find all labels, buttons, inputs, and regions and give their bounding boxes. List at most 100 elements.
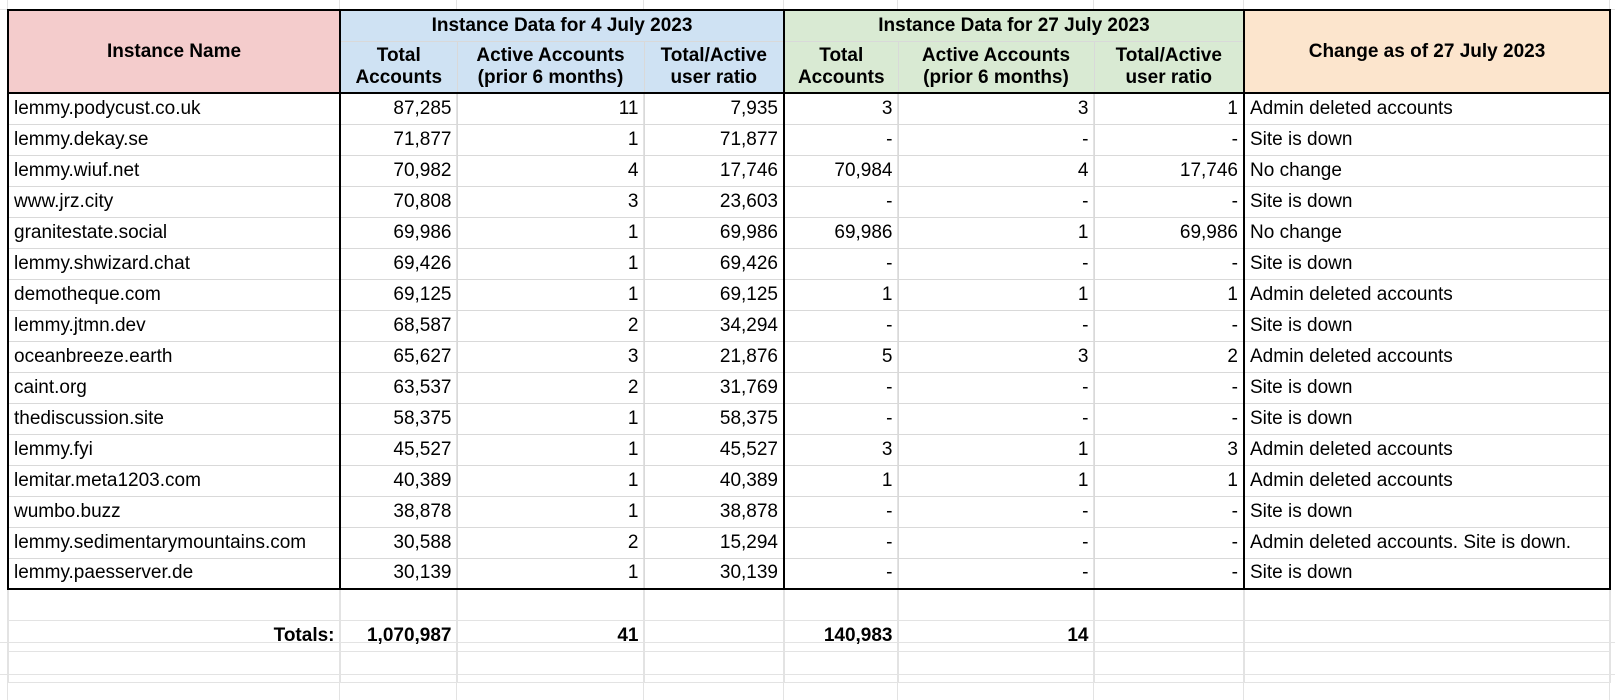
header-total-accounts-jul4[interactable]: Total Accounts [339, 40, 458, 94]
cell-total-accounts-jul4[interactable]: 69,125 [339, 278, 458, 311]
cell-active-accounts-jul27[interactable]: - [897, 123, 1095, 156]
cell-active-accounts-jul27[interactable]: 4 [897, 154, 1095, 187]
cell-change[interactable]: Site is down [1243, 247, 1611, 280]
cell-total-accounts-jul4[interactable]: 63,537 [339, 371, 458, 404]
cell-instance-name[interactable]: lemmy.paesserver.de [7, 557, 341, 590]
empty-cell[interactable] [456, 650, 645, 683]
cell-active-accounts-jul27[interactable]: 1 [897, 433, 1095, 466]
cell-ratio-jul4[interactable]: 71,877 [643, 123, 785, 156]
cell-active-accounts-jul4[interactable]: 1 [456, 464, 645, 497]
cell-active-accounts-jul4[interactable]: 1 [456, 433, 645, 466]
cell-total-accounts-jul4[interactable]: 58,375 [339, 402, 458, 435]
cell-active-accounts-jul27[interactable]: - [897, 495, 1095, 528]
cell-instance-name[interactable]: www.jrz.city [7, 185, 341, 218]
cell-total-accounts-jul27[interactable]: 3 [783, 92, 899, 125]
cell-active-accounts-jul4[interactable]: 2 [456, 371, 645, 404]
header-change[interactable]: Change as of 27 July 2023 [1243, 9, 1611, 94]
cell-total-accounts-jul4[interactable]: 65,627 [339, 340, 458, 373]
cell-ratio-jul27[interactable]: 1 [1093, 278, 1245, 311]
cell-active-accounts-jul27[interactable]: 1 [897, 216, 1095, 249]
cell-total-accounts-jul27[interactable]: 3 [783, 433, 899, 466]
cell-total-accounts-jul4[interactable]: 38,878 [339, 495, 458, 528]
empty-cell[interactable] [1243, 619, 1611, 652]
cell-ratio-jul4[interactable]: 45,527 [643, 433, 785, 466]
empty-cell[interactable] [643, 650, 785, 683]
cell-ratio-jul4[interactable]: 15,294 [643, 526, 785, 559]
cell-total-accounts-jul27[interactable]: - [783, 495, 899, 528]
cell-total-accounts-jul27[interactable]: - [783, 557, 899, 590]
empty-cell[interactable] [643, 619, 785, 652]
cell-ratio-jul27[interactable]: - [1093, 371, 1245, 404]
cell-instance-name[interactable]: wumbo.buzz [7, 495, 341, 528]
cell-total-accounts-jul27[interactable]: - [783, 371, 899, 404]
cell-ratio-jul4[interactable]: 7,935 [643, 92, 785, 125]
cell-change[interactable]: Site is down [1243, 185, 1611, 218]
header-ratio-jul4[interactable]: Total/Active user ratio [643, 40, 785, 94]
cell-active-accounts-jul4[interactable]: 1 [456, 216, 645, 249]
cell-active-accounts-jul4[interactable]: 3 [456, 185, 645, 218]
empty-cell[interactable] [1093, 588, 1245, 621]
cell-ratio-jul4[interactable]: 69,426 [643, 247, 785, 280]
empty-cell[interactable] [1093, 650, 1245, 683]
header-active-accounts-jul27[interactable]: Active Accounts (prior 6 months) [897, 40, 1095, 94]
cell-change[interactable]: Site is down [1243, 557, 1611, 590]
cell-ratio-jul4[interactable]: 17,746 [643, 154, 785, 187]
cell-change[interactable]: Admin deleted accounts [1243, 340, 1611, 373]
cell-ratio-jul27[interactable]: - [1093, 402, 1245, 435]
header-ratio-jul27[interactable]: Total/Active user ratio [1093, 40, 1245, 94]
cell-ratio-jul27[interactable]: 2 [1093, 340, 1245, 373]
cell-total-accounts-jul27[interactable]: 1 [783, 278, 899, 311]
cell-active-accounts-jul27[interactable]: - [897, 371, 1095, 404]
totals-label[interactable]: Totals: [7, 619, 341, 652]
cell-ratio-jul27[interactable]: - [1093, 309, 1245, 342]
cell-instance-name[interactable]: lemmy.dekay.se [7, 123, 341, 156]
cell-ratio-jul27[interactable]: - [1093, 247, 1245, 280]
cell-instance-name[interactable]: lemmy.sedimentarymountains.com [7, 526, 341, 559]
cell-active-accounts-jul4[interactable]: 3 [456, 340, 645, 373]
cell-ratio-jul4[interactable]: 38,878 [643, 495, 785, 528]
cell-ratio-jul27[interactable]: - [1093, 557, 1245, 590]
empty-cell[interactable] [897, 650, 1095, 683]
cell-active-accounts-jul4[interactable]: 1 [456, 495, 645, 528]
header-instance-name[interactable]: Instance Name [7, 9, 341, 94]
cell-ratio-jul27[interactable]: 1 [1093, 464, 1245, 497]
cell-ratio-jul27[interactable]: - [1093, 495, 1245, 528]
empty-cell[interactable] [783, 650, 899, 683]
cell-active-accounts-jul27[interactable]: - [897, 526, 1095, 559]
header-active-accounts-jul4[interactable]: Active Accounts (prior 6 months) [456, 40, 645, 94]
cell-active-accounts-jul4[interactable]: 1 [456, 278, 645, 311]
cell-total-accounts-jul4[interactable]: 71,877 [339, 123, 458, 156]
cell-total-accounts-jul27[interactable]: - [783, 123, 899, 156]
cell-ratio-jul4[interactable]: 21,876 [643, 340, 785, 373]
empty-cell[interactable] [643, 588, 785, 621]
cell-total-accounts-jul27[interactable]: - [783, 526, 899, 559]
cell-ratio-jul4[interactable]: 58,375 [643, 402, 785, 435]
cell-active-accounts-jul27[interactable]: 3 [897, 92, 1095, 125]
cell-total-accounts-jul27[interactable]: 5 [783, 340, 899, 373]
cell-active-accounts-jul4[interactable]: 1 [456, 247, 645, 280]
cell-total-accounts-jul4[interactable]: 30,588 [339, 526, 458, 559]
cell-total-accounts-jul4[interactable]: 30,139 [339, 557, 458, 590]
cell-change[interactable]: Admin deleted accounts [1243, 278, 1611, 311]
cell-change[interactable]: Site is down [1243, 123, 1611, 156]
cell-active-accounts-jul27[interactable]: 3 [897, 340, 1095, 373]
cell-total-accounts-jul4[interactable]: 45,527 [339, 433, 458, 466]
cell-active-accounts-jul27[interactable]: - [897, 557, 1095, 590]
cell-total-accounts-jul27[interactable]: 70,984 [783, 154, 899, 187]
cell-ratio-jul4[interactable]: 40,389 [643, 464, 785, 497]
cell-active-accounts-jul27[interactable]: 1 [897, 278, 1095, 311]
cell-active-accounts-jul27[interactable]: - [897, 247, 1095, 280]
cell-ratio-jul27[interactable]: 1 [1093, 92, 1245, 125]
total-accounts-jul27-sum[interactable]: 140,983 [783, 619, 899, 652]
cell-change[interactable]: Site is down [1243, 495, 1611, 528]
cell-instance-name[interactable]: granitestate.social [7, 216, 341, 249]
cell-total-accounts-jul27[interactable]: - [783, 309, 899, 342]
cell-instance-name[interactable]: caint.org [7, 371, 341, 404]
cell-total-accounts-jul4[interactable]: 70,982 [339, 154, 458, 187]
cell-total-accounts-jul27[interactable]: 1 [783, 464, 899, 497]
empty-cell[interactable] [7, 650, 341, 683]
cell-instance-name[interactable]: lemitar.meta1203.com [7, 464, 341, 497]
cell-ratio-jul27[interactable]: - [1093, 185, 1245, 218]
active-accounts-jul4-sum[interactable]: 41 [456, 619, 645, 652]
cell-total-accounts-jul4[interactable]: 87,285 [339, 92, 458, 125]
